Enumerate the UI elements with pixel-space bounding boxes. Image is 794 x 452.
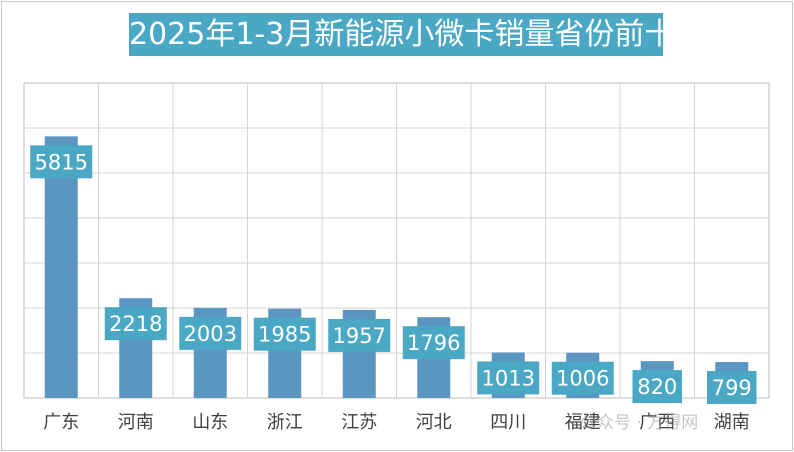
data-label: 5815 xyxy=(35,150,88,174)
category-label: 湖南 xyxy=(714,412,750,433)
category-label: 四川 xyxy=(490,412,526,433)
data-label-box xyxy=(477,361,540,395)
category-label: 河南 xyxy=(118,412,154,433)
chart-title: 2025年1-3月新能源小微卡销量省份前十 xyxy=(129,13,674,56)
data-label-box xyxy=(551,361,614,395)
bar xyxy=(44,136,78,398)
data-label: 1985 xyxy=(258,323,311,347)
data-label-box xyxy=(402,326,465,360)
category-labels: 广东 河南 山东 浙江 江苏 河北 四川 福建 广西 湖南 xyxy=(43,412,750,433)
data-label: 1957 xyxy=(333,324,386,348)
data-label: 1796 xyxy=(407,331,460,355)
category-label: 江苏 xyxy=(341,412,377,433)
data-label-box xyxy=(632,370,682,404)
category-label: 广西 xyxy=(639,412,675,433)
data-label-box xyxy=(104,307,167,341)
data-label: 1013 xyxy=(482,366,535,390)
data-label: 799 xyxy=(712,376,752,400)
data-label-box xyxy=(328,318,391,352)
data-label-box xyxy=(179,316,242,350)
category-label: 福建 xyxy=(565,412,601,433)
data-label-box xyxy=(707,371,757,405)
category-label: 河北 xyxy=(416,412,452,433)
data-label: 820 xyxy=(637,375,677,399)
data-label: 2003 xyxy=(184,322,237,346)
category-label: 广东 xyxy=(43,412,79,433)
data-label-box xyxy=(30,145,93,179)
watermark: 公众号 · 方得网 xyxy=(580,413,699,433)
category-label: 山东 xyxy=(192,412,228,433)
data-label: 2218 xyxy=(109,312,162,336)
data-label-box xyxy=(253,317,316,351)
data-label: 1006 xyxy=(556,367,609,391)
data-labels: 5815 2218 2003 1985 1957 1796 1013 1006 820 799 xyxy=(30,145,757,405)
category-label: 浙江 xyxy=(267,412,303,433)
